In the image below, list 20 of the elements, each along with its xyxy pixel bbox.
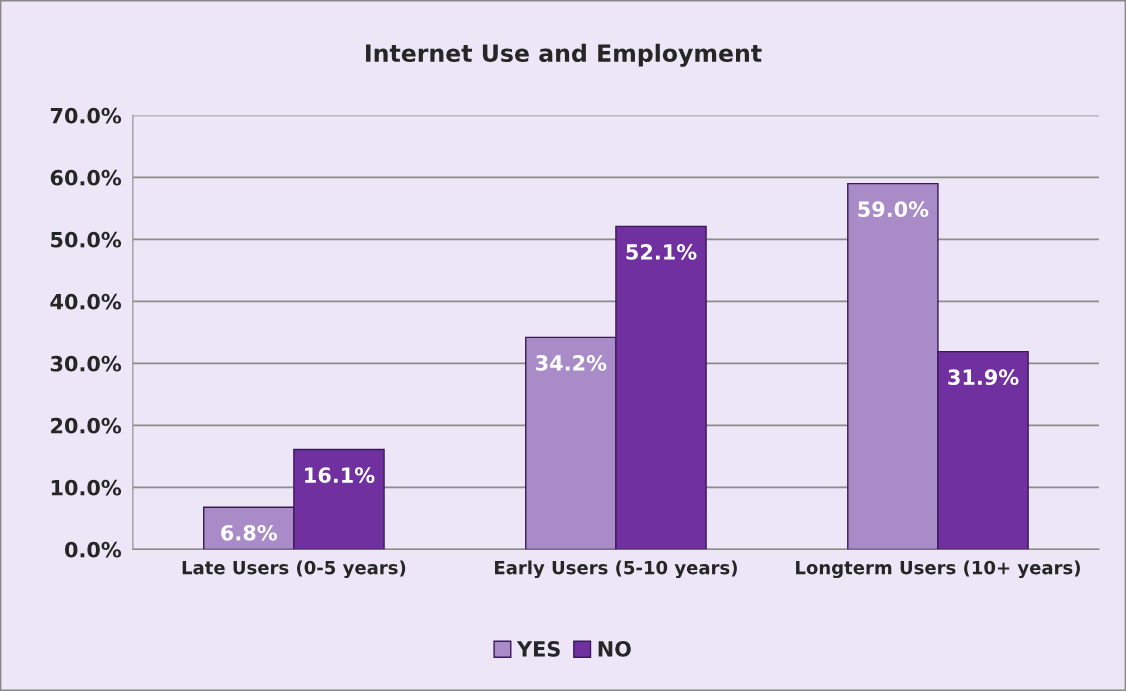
- y-tick-label: 40.0%: [50, 293, 122, 310]
- data-label: 52.1%: [626, 244, 697, 260]
- y-tick-label: 30.0%: [50, 355, 122, 372]
- y-tick-label: 70.0%: [50, 107, 122, 124]
- data-label: 6.8%: [221, 524, 278, 541]
- data-label: 34.2%: [536, 355, 607, 371]
- x-tick-label: Longterm Users (10+ years): [796, 560, 1080, 579]
- chart-title: Internet Use and Employment: [366, 43, 762, 67]
- y-tick-label: 0.0%: [64, 541, 122, 558]
- x-tick-label: Early Users (5-10 years): [495, 560, 737, 579]
- y-tick-label: 10.0%: [51, 479, 122, 496]
- legend-label: YES: [516, 641, 560, 657]
- x-tick-label: Late Users (0-5 years): [182, 560, 406, 579]
- y-tick-label: 20.0%: [51, 417, 122, 434]
- y-tick-label: 60.0%: [50, 169, 122, 186]
- data-label: 16.1%: [305, 467, 375, 483]
- data-label: 59.0%: [858, 201, 929, 218]
- data-label: 31.9%: [948, 369, 1019, 386]
- y-tick-label: 50.0%: [51, 231, 122, 248]
- legend-label: NO: [598, 641, 631, 657]
